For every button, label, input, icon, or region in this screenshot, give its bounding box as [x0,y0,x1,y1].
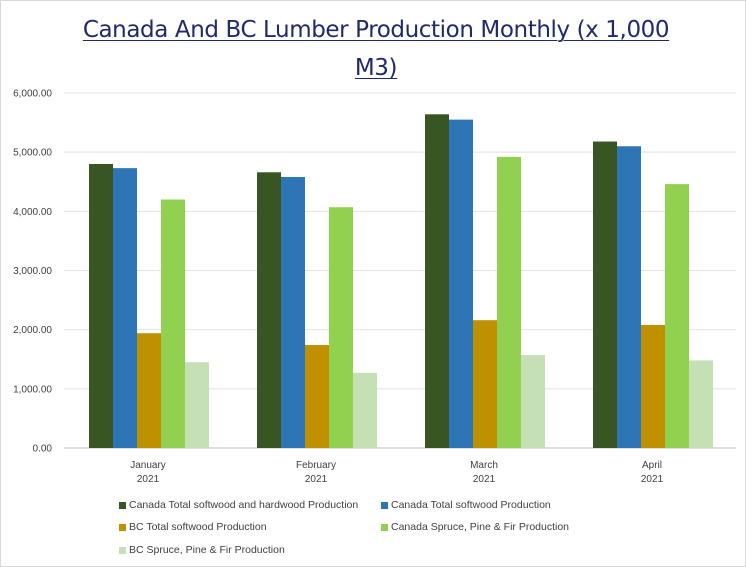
bar-canada-spruce-pine-fir-production-march [497,156,521,448]
legend-swatch [381,523,388,531]
y-axis-ticks: 0.00 1,000.00 2,000.00 3,000.00 4,000.00 5,00… [13,89,52,455]
legend-label: Canada Total softwood Production [391,499,551,511]
chart-title: Canada And BC Lumber Production Monthly … [61,11,691,87]
x-tick-label-month: March [470,460,498,471]
bar-bc-total-softwood-production-april [641,324,665,448]
bar-bc-spruce-pine-fir-production-january [185,362,209,448]
bars [89,114,713,449]
bar-bc-spruce-pine-fir-production-march [521,355,545,448]
x-tick-label-year: 2021 [305,474,328,485]
legend-label: BC Total softwood Production [129,521,267,533]
legend-swatch [119,546,126,554]
x-tick-label-month: April [642,460,662,471]
bar-canada-total-softwood-production-march [449,119,473,448]
x-tick-label-month: February [296,460,336,471]
bar-canada-spruce-pine-fir-production-february [329,207,353,448]
x-tick-label-year: 2021 [473,474,496,485]
y-tick-label: 3,000.00 [13,266,52,277]
legend-swatch [119,501,126,509]
bar-canada-total-softwood-and-hardwood-production-april [593,141,617,448]
bar-bc-spruce-pine-fir-production-february [353,372,377,448]
bar-canada-total-softwood-production-february [281,177,305,448]
legend-label: Canada Spruce, Pine & Fir Production [391,521,570,533]
legend-label: Canada Total softwood and hardwood Produ… [129,499,359,511]
bar-canada-total-softwood-and-hardwood-production-february [257,172,281,449]
bar-canada-total-softwood-and-hardwood-production-january [89,164,113,448]
y-tick-label: 6,000.00 [13,89,52,100]
x-axis-labels: January 2021 February 2021 March 2021 April 202… [130,460,663,485]
bar-canada-total-softwood-and-hardwood-production-march [425,114,449,449]
bar-canada-total-softwood-production-january [113,168,137,448]
y-tick-label: 0.00 [33,444,53,455]
legend-item: Canada Total softwood Production [381,499,551,511]
legend-swatch [119,523,126,531]
legend-item: Canada Spruce, Pine & Fir Production [381,521,569,533]
chart-title-line-2: M3) [354,55,398,81]
x-tick-label-month: January [130,460,166,471]
y-tick-label: 5,000.00 [13,148,52,159]
bar-canada-total-softwood-production-april [617,146,641,448]
bar-bc-total-softwood-production-january [137,333,161,448]
bar-bc-total-softwood-production-february [305,345,329,448]
bar-canada-spruce-pine-fir-production-january [161,199,185,448]
chart-title-line-1: Canada And BC Lumber Production Monthly … [82,17,670,43]
legend-item: Canada Total softwood and hardwood Produ… [119,499,358,511]
y-tick-label: 1,000.00 [13,384,52,395]
bar-canada-spruce-pine-fir-production-april [665,184,689,448]
x-tick-label-year: 2021 [641,474,664,485]
legend-item: BC Spruce, Pine & Fir Production [119,544,285,556]
bar-bc-spruce-pine-fir-production-april [689,360,713,448]
legend-swatch [381,501,388,509]
y-tick-label: 2,000.00 [13,325,52,336]
x-tick-label-year: 2021 [137,474,160,485]
legend: Canada Total softwood and hardwood Produ… [119,495,639,561]
bar-bc-total-softwood-production-march [473,320,497,448]
y-tick-label: 4,000.00 [13,207,52,218]
legend-item: BC Total softwood Production [119,521,267,533]
legend-label: BC Spruce, Pine & Fir Production [129,544,285,556]
